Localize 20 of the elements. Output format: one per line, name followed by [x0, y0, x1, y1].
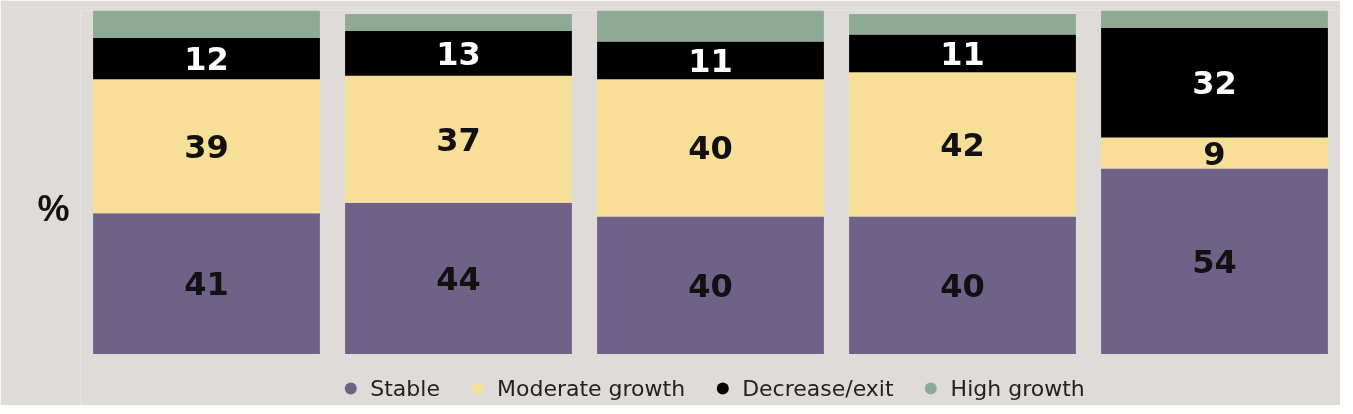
y-axis-title: % [37, 187, 70, 229]
legend-label: Moderate growth [496, 375, 686, 401]
legend-label: Stable [370, 375, 440, 401]
legend-label: Decrease/exit [742, 375, 894, 401]
data-label: 12 [184, 40, 229, 79]
data-label: 42 [940, 125, 985, 164]
data-label: 9 [1203, 134, 1226, 173]
data-label: 40 [688, 129, 733, 168]
data-label: 41 [184, 265, 229, 304]
data-label: 39 [184, 127, 229, 166]
data-label: 40 [940, 266, 985, 305]
data-label: 11 [688, 41, 733, 80]
data-label: 11 [940, 34, 985, 73]
data-label: 13 [436, 34, 481, 73]
legend-label: High growth [950, 375, 1085, 401]
data-label: 37 [436, 120, 481, 159]
data-label: 32 [1192, 64, 1237, 103]
data-label: 44 [436, 259, 481, 298]
data-label: 40 [688, 266, 733, 305]
data-label: 54 [1192, 242, 1237, 281]
